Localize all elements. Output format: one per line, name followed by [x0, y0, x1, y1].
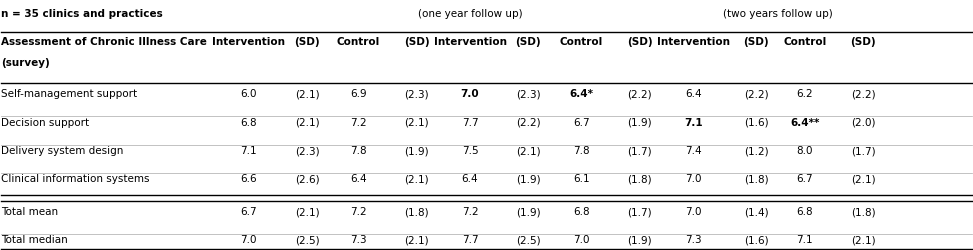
Text: (2.6): (2.6) — [295, 174, 319, 184]
Text: (2.5): (2.5) — [295, 235, 319, 245]
Text: (2.1): (2.1) — [850, 174, 876, 184]
Text: 7.4: 7.4 — [685, 146, 702, 156]
Text: (SD): (SD) — [627, 37, 653, 47]
Text: 7.0: 7.0 — [240, 235, 257, 245]
Text: (1.7): (1.7) — [628, 207, 652, 217]
Text: Control: Control — [559, 37, 603, 47]
Text: (2.0): (2.0) — [850, 118, 875, 128]
Text: (1.9): (1.9) — [516, 207, 541, 217]
Text: Control: Control — [337, 37, 380, 47]
Text: (1.7): (1.7) — [850, 146, 876, 156]
Text: (1.6): (1.6) — [744, 118, 769, 128]
Text: 6.7: 6.7 — [573, 118, 590, 128]
Text: (2.2): (2.2) — [850, 89, 876, 99]
Text: 6.1: 6.1 — [573, 174, 590, 184]
Text: Total median: Total median — [1, 235, 68, 245]
Text: 7.1: 7.1 — [240, 146, 257, 156]
Text: (one year follow up): (one year follow up) — [417, 9, 523, 19]
Text: 7.0: 7.0 — [573, 235, 590, 245]
Text: (SD): (SD) — [850, 37, 876, 47]
Text: (2.2): (2.2) — [628, 89, 652, 99]
Text: 7.2: 7.2 — [462, 207, 479, 217]
Text: 7.8: 7.8 — [350, 146, 367, 156]
Text: 7.3: 7.3 — [350, 235, 367, 245]
Text: (1.8): (1.8) — [405, 207, 429, 217]
Text: 7.1: 7.1 — [684, 118, 703, 128]
Text: (1.8): (1.8) — [628, 174, 652, 184]
Text: n = 35 clinics and practices: n = 35 clinics and practices — [1, 9, 163, 19]
Text: (two years follow up): (two years follow up) — [723, 9, 833, 19]
Text: 7.5: 7.5 — [462, 146, 479, 156]
Text: (2.2): (2.2) — [516, 118, 541, 128]
Text: (1.4): (1.4) — [744, 207, 769, 217]
Text: Intervention: Intervention — [434, 37, 507, 47]
Text: Intervention: Intervention — [657, 37, 730, 47]
Text: Total mean: Total mean — [1, 207, 58, 217]
Text: 6.4: 6.4 — [462, 174, 479, 184]
Text: (2.1): (2.1) — [295, 207, 319, 217]
Text: 6.7: 6.7 — [797, 174, 813, 184]
Text: 6.8: 6.8 — [240, 118, 257, 128]
Text: 7.3: 7.3 — [685, 235, 702, 245]
Text: (1.8): (1.8) — [744, 174, 769, 184]
Text: (2.3): (2.3) — [516, 89, 541, 99]
Text: (2.1): (2.1) — [850, 235, 876, 245]
Text: Intervention: Intervention — [212, 37, 285, 47]
Text: 6.6: 6.6 — [240, 174, 257, 184]
Text: (2.1): (2.1) — [295, 118, 319, 128]
Text: 7.0: 7.0 — [685, 207, 702, 217]
Text: (2.1): (2.1) — [295, 89, 319, 99]
Text: 7.1: 7.1 — [797, 235, 813, 245]
Text: 6.4**: 6.4** — [790, 118, 819, 128]
Text: Self-management support: Self-management support — [1, 89, 137, 99]
Text: Decision support: Decision support — [1, 118, 90, 128]
Text: (1.9): (1.9) — [516, 174, 541, 184]
Text: 7.2: 7.2 — [350, 207, 367, 217]
Text: (SD): (SD) — [404, 37, 429, 47]
Text: (2.1): (2.1) — [405, 174, 429, 184]
Text: (survey): (survey) — [1, 58, 51, 68]
Text: Assessment of Chronic Illness Care: Assessment of Chronic Illness Care — [1, 37, 207, 47]
Text: 7.7: 7.7 — [462, 118, 479, 128]
Text: (2.5): (2.5) — [516, 235, 541, 245]
Text: (2.2): (2.2) — [744, 89, 769, 99]
Text: (1.9): (1.9) — [628, 235, 652, 245]
Text: 6.4: 6.4 — [350, 174, 367, 184]
Text: (1.6): (1.6) — [744, 235, 769, 245]
Text: Delivery system design: Delivery system design — [1, 146, 124, 156]
Text: 6.4: 6.4 — [685, 89, 702, 99]
Text: (1.2): (1.2) — [744, 146, 769, 156]
Text: 6.0: 6.0 — [240, 89, 257, 99]
Text: 7.7: 7.7 — [462, 235, 479, 245]
Text: (2.3): (2.3) — [405, 89, 429, 99]
Text: 7.0: 7.0 — [460, 89, 480, 99]
Text: (2.1): (2.1) — [405, 235, 429, 245]
Text: (SD): (SD) — [516, 37, 541, 47]
Text: Clinical information systems: Clinical information systems — [1, 174, 150, 184]
Text: 8.0: 8.0 — [797, 146, 813, 156]
Text: (1.8): (1.8) — [850, 207, 876, 217]
Text: 6.2: 6.2 — [797, 89, 813, 99]
Text: 6.9: 6.9 — [350, 89, 367, 99]
Text: (1.9): (1.9) — [628, 118, 652, 128]
Text: (SD): (SD) — [294, 37, 320, 47]
Text: Control: Control — [783, 37, 826, 47]
Text: 6.4*: 6.4* — [569, 89, 594, 99]
Text: 7.8: 7.8 — [573, 146, 590, 156]
Text: 6.8: 6.8 — [573, 207, 590, 217]
Text: (1.7): (1.7) — [628, 146, 652, 156]
Text: (2.1): (2.1) — [405, 118, 429, 128]
Text: 7.0: 7.0 — [685, 174, 702, 184]
Text: (SD): (SD) — [743, 37, 769, 47]
Text: (1.9): (1.9) — [405, 146, 429, 156]
Text: (2.1): (2.1) — [516, 146, 541, 156]
Text: (2.3): (2.3) — [295, 146, 319, 156]
Text: 6.7: 6.7 — [240, 207, 257, 217]
Text: 6.8: 6.8 — [797, 207, 813, 217]
Text: 7.2: 7.2 — [350, 118, 367, 128]
